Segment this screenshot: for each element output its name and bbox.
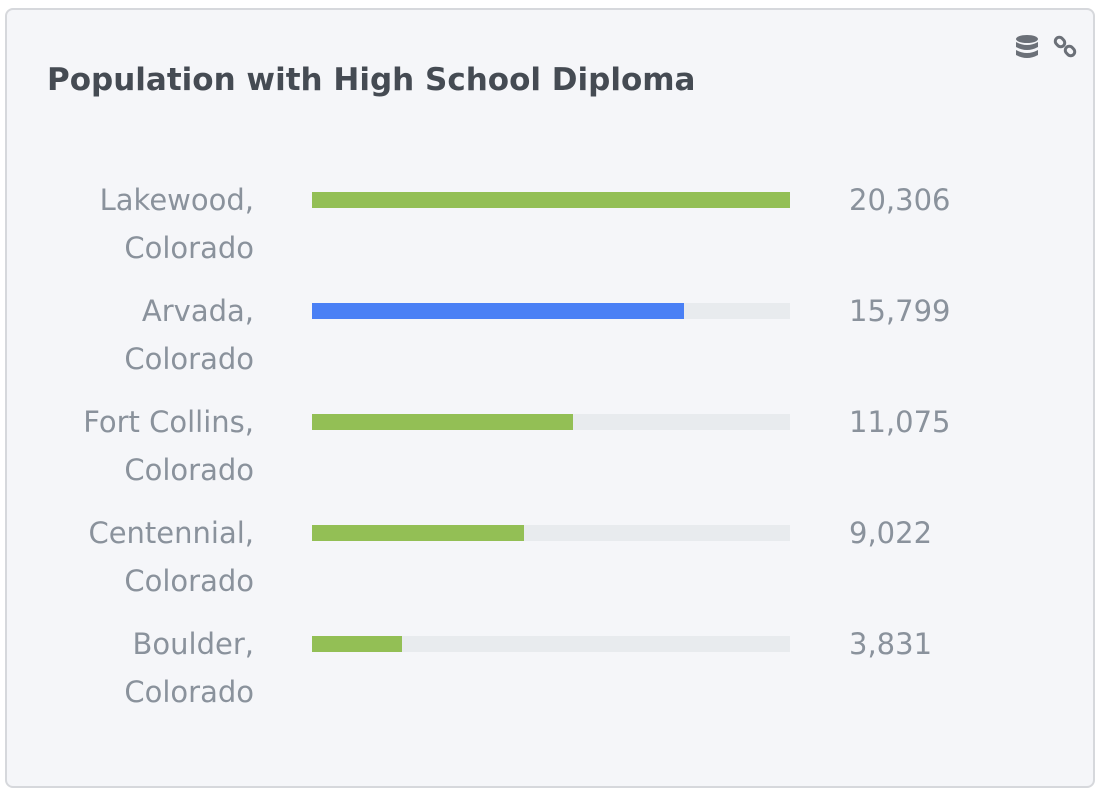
chart-title: Population with High School Diploma xyxy=(47,62,696,98)
page: {"chart_data": {"type": "bar", "orientat… xyxy=(5,8,1095,788)
category-label: Fort Collins, Colorado xyxy=(83,405,254,487)
value-label: 11,075 xyxy=(849,405,951,439)
category-label: Lakewood, Colorado xyxy=(99,183,254,265)
bar-track xyxy=(312,192,790,208)
bar-track xyxy=(312,414,790,430)
link-icon[interactable] xyxy=(1053,35,1077,58)
toolbar-icons xyxy=(1016,35,1077,58)
bar xyxy=(312,192,790,208)
bar-track xyxy=(312,636,790,652)
bar xyxy=(312,525,525,541)
value-label: 15,799 xyxy=(849,294,951,328)
category-label: Arvada, Colorado xyxy=(124,294,254,376)
value-label: 3,831 xyxy=(849,627,933,661)
database-icon[interactable] xyxy=(1016,35,1038,58)
category-label: Centennial, Colorado xyxy=(88,516,254,598)
bar xyxy=(312,636,403,652)
bar xyxy=(312,303,684,319)
bar-track xyxy=(312,525,790,541)
category-label: Boulder, Colorado xyxy=(124,627,254,709)
value-label: 9,022 xyxy=(849,516,933,550)
card: Population with High School Diploma Lake… xyxy=(5,8,1095,788)
value-label: 20,306 xyxy=(849,183,951,217)
bar-track xyxy=(312,303,790,319)
bar xyxy=(312,414,573,430)
